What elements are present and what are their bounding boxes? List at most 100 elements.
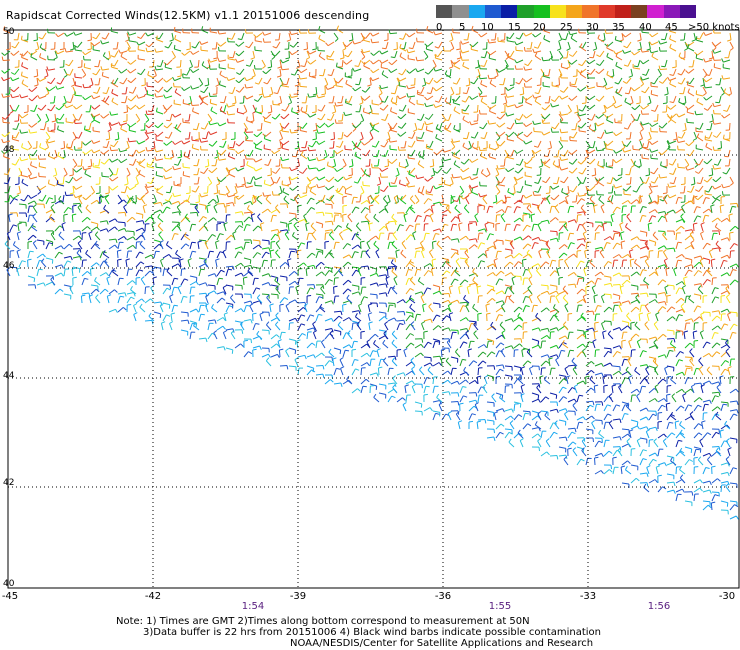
wind-barb: [237, 185, 245, 188]
wind-barb-flag: [276, 343, 280, 348]
wind-barb-flag: [469, 184, 472, 189]
wind-barb: [257, 216, 263, 223]
wind-barb-flag: [402, 402, 407, 406]
wind-barb: [9, 198, 15, 205]
wind-barb-flag: [259, 312, 264, 315]
wind-barb: [95, 297, 101, 304]
wind-barb: [171, 263, 179, 268]
wind-barb: [210, 110, 218, 115]
wind-barb: [531, 236, 539, 241]
wind-barb: [15, 158, 20, 166]
wind-barb: [189, 275, 197, 278]
wind-barb: [576, 458, 582, 466]
wind-barb-flag: [241, 221, 244, 226]
wind-barb: [315, 261, 322, 268]
wind-barb-flag: [468, 222, 473, 225]
wind-barb: [567, 59, 571, 67]
wind-barb: [116, 250, 119, 259]
wind-barb: [558, 68, 563, 76]
wind-barb: [21, 182, 29, 187]
wind-barb: [387, 242, 391, 250]
wind-barb: [99, 272, 107, 277]
wind-barb: [94, 243, 101, 250]
wind-barb: [116, 41, 119, 49]
wind-barb-flag: [464, 249, 468, 253]
wind-barb-flag: [326, 198, 331, 202]
wind-barb-flag: [408, 295, 412, 300]
wind-barb: [183, 86, 191, 92]
wind-barb: [351, 323, 354, 331]
wind-barb: [420, 86, 425, 94]
wind-barb: [198, 263, 206, 268]
wind-barb-flag: [240, 165, 245, 168]
wind-barb: [306, 369, 312, 376]
wind-barb-flag: [33, 39, 38, 42]
wind-barb: [549, 431, 555, 439]
wind-barb: [525, 101, 533, 106]
wind-barb-flag: [500, 342, 505, 346]
wind-barb-flag: [417, 268, 422, 271]
wind-barb-flag: [106, 228, 109, 233]
wind-barb: [99, 228, 107, 232]
wind-barb: [455, 95, 461, 102]
wind-barb: [554, 95, 560, 102]
wind-barb-flag: [163, 125, 168, 129]
wind-barb: [129, 40, 137, 43]
wind-barb-flag: [37, 155, 40, 160]
wind-barb-flag: [139, 269, 144, 272]
wind-barb: [205, 296, 209, 304]
wind-barb-flag: [343, 111, 346, 116]
wind-barb: [420, 251, 425, 259]
wind-barb-flag: [3, 173, 8, 176]
wind-barb-flag: [365, 207, 370, 210]
wind-barb-flag: [83, 55, 85, 60]
wind-barb-flag: [499, 431, 504, 435]
wind-barb-flag: [130, 197, 135, 200]
wind-barb-flag: [154, 156, 157, 161]
wind-barb: [60, 77, 65, 85]
wind-barb: [171, 149, 175, 157]
wind-barb: [393, 278, 398, 286]
wind-barb-flag: [333, 285, 338, 288]
wind-barb-flag: [509, 261, 514, 265]
wind-barb: [93, 95, 101, 100]
wind-barb-flag: [366, 339, 371, 343]
wind-barb-flag: [312, 111, 317, 114]
wind-barb: [531, 410, 539, 414]
wind-barb: [549, 237, 557, 241]
wind-barb-flag: [61, 264, 64, 269]
wind-barb: [537, 41, 542, 49]
wind-barb-flag: [368, 312, 373, 315]
wind-barb-flag: [559, 146, 564, 150]
wind-barb: [90, 199, 98, 205]
wind-barb: [333, 104, 337, 112]
wind-barb: [288, 317, 296, 322]
wind-barb: [132, 158, 137, 166]
wind-barb: [504, 432, 510, 439]
wind-barb-flag: [318, 200, 323, 202]
wind-barb-flag: [96, 192, 101, 195]
wind-barb-flag: [119, 81, 124, 85]
wind-barb-flag: [92, 36, 97, 40]
wind-barb: [198, 337, 206, 340]
wind-barb: [479, 77, 488, 80]
wind-barb-flag: [318, 34, 321, 39]
wind-barb: [111, 30, 119, 34]
wind-barb-flag: [328, 348, 332, 353]
wind-barb-flag: [28, 174, 31, 180]
wind-barb-flag: [150, 285, 155, 289]
wind-barb-flag: [163, 168, 167, 173]
wind-barb-flag: [130, 285, 133, 290]
wind-barb: [270, 208, 278, 214]
wind-barb: [81, 68, 87, 76]
wind-barb: [536, 296, 542, 304]
wind-barb: [117, 292, 125, 295]
wind-barb: [282, 191, 290, 196]
wind-barb-flag: [232, 266, 235, 271]
wind-barb-flag: [336, 145, 341, 148]
wind-barb-flag: [435, 124, 439, 129]
wind-barb-flag: [416, 90, 419, 95]
wind-barb-flag: [334, 168, 338, 172]
wind-barb-flag: [228, 37, 233, 40]
wind-barb: [459, 359, 463, 367]
